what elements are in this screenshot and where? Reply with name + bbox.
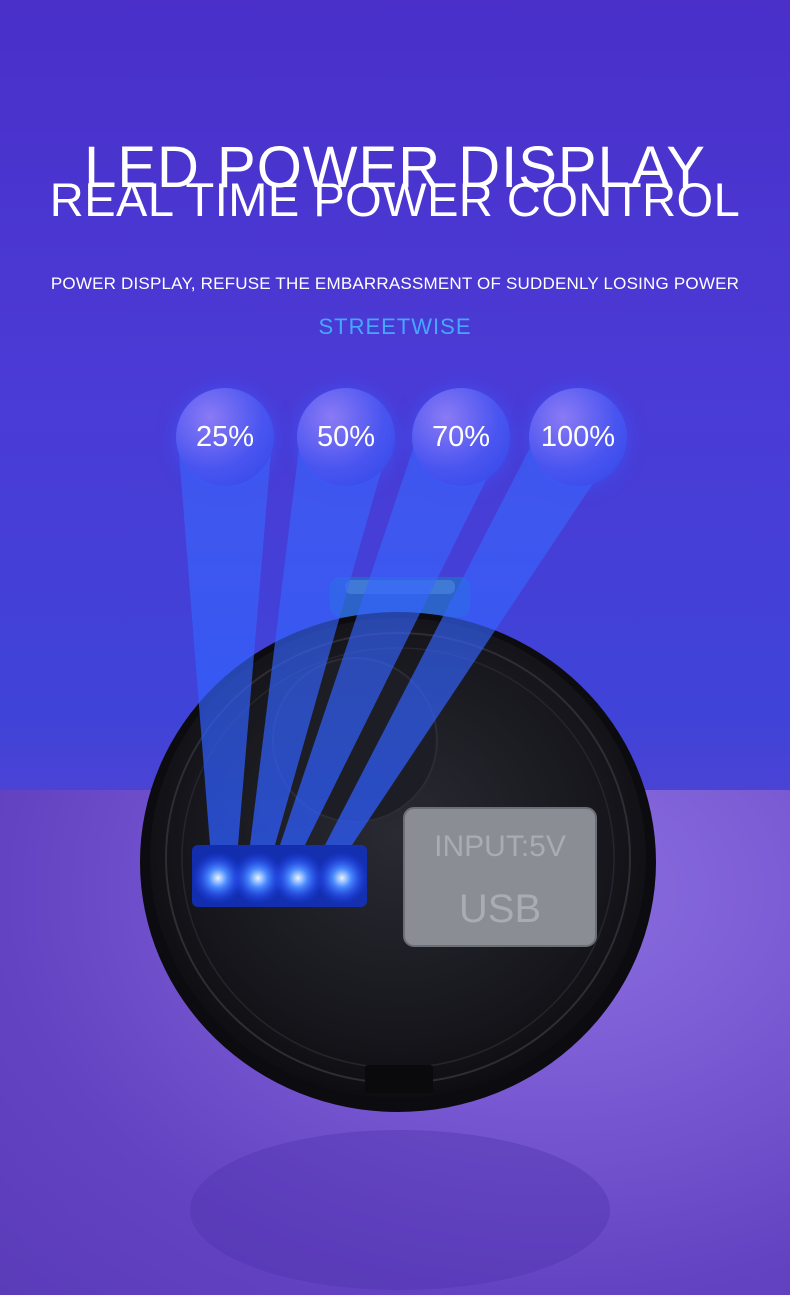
brand-name: STREETWISE xyxy=(318,314,472,339)
level-badge-70: 70% xyxy=(412,388,510,486)
bottom-notch xyxy=(365,1065,433,1093)
device-reflection xyxy=(190,1130,610,1290)
beam-70 xyxy=(280,440,506,845)
beam-100 xyxy=(325,440,622,845)
page-subtitle: REAL TIME POWER CONTROL xyxy=(49,173,741,226)
led-3 xyxy=(272,852,324,904)
led-2 xyxy=(232,852,284,904)
usb-label: USB xyxy=(459,887,541,931)
beam-50 xyxy=(250,440,390,845)
input-label: INPUT:5V xyxy=(434,830,566,863)
led-4 xyxy=(316,852,368,904)
led-1 xyxy=(192,852,244,904)
tagline: POWER DISPLAY, REFUSE THE EMBARRASSMENT … xyxy=(50,274,740,293)
usb-panel xyxy=(404,808,596,946)
level-badge-25: 25% xyxy=(176,388,274,486)
level-badge-50: 50% xyxy=(297,388,395,486)
page-title: LED POWER DISPLAY xyxy=(84,134,706,200)
level-badge-100: 100% xyxy=(529,388,627,486)
beam-25 xyxy=(178,440,272,845)
